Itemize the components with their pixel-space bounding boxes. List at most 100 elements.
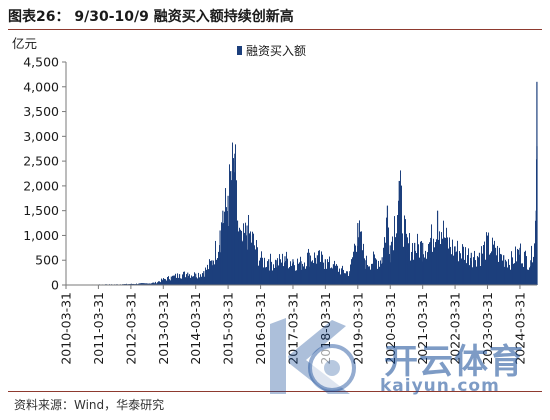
bar xyxy=(213,260,214,285)
bar xyxy=(136,283,137,285)
bar xyxy=(478,257,479,285)
bar xyxy=(278,265,279,285)
bar-point xyxy=(178,274,181,285)
bar-point xyxy=(130,283,132,285)
bar xyxy=(140,283,141,285)
legend-swatch xyxy=(237,46,242,55)
bar xyxy=(472,267,473,285)
bar xyxy=(178,277,179,285)
bar-point xyxy=(530,260,532,285)
bar xyxy=(142,283,143,285)
bar xyxy=(304,262,305,285)
bar xyxy=(529,267,530,285)
bar xyxy=(272,270,273,285)
bar xyxy=(444,237,445,285)
bar xyxy=(342,265,343,285)
bar xyxy=(335,265,336,285)
bar xyxy=(170,280,171,285)
bar xyxy=(274,267,275,285)
bar-point xyxy=(524,255,526,285)
bar xyxy=(197,278,198,285)
bar-point xyxy=(232,161,235,285)
bar xyxy=(465,247,466,285)
bar xyxy=(225,188,226,285)
bar-point xyxy=(227,195,229,285)
bar xyxy=(188,275,189,285)
bar xyxy=(267,261,268,285)
bar xyxy=(363,243,364,285)
x-tick-label: 2018-03-31 xyxy=(318,292,333,365)
bar-point xyxy=(203,271,205,285)
bar-point xyxy=(341,269,343,285)
bar xyxy=(232,142,233,285)
bar xyxy=(263,267,264,285)
bar xyxy=(250,231,251,285)
bar xyxy=(324,269,325,285)
bar-point xyxy=(486,240,489,285)
y-tick-label: 3,000 xyxy=(23,129,59,144)
bar xyxy=(378,260,379,285)
bar xyxy=(457,240,458,285)
bar xyxy=(331,267,332,285)
bar-point xyxy=(170,276,172,285)
x-tick-label: 2010-03-31 xyxy=(59,292,74,365)
bar xyxy=(245,222,246,285)
bar xyxy=(239,227,240,285)
bar xyxy=(144,283,145,285)
bar xyxy=(441,232,442,285)
bar xyxy=(515,246,516,285)
bar xyxy=(216,259,217,285)
bar xyxy=(295,270,296,285)
bar xyxy=(434,247,435,285)
bar xyxy=(303,266,304,285)
bar xyxy=(442,238,443,285)
bar xyxy=(366,255,367,285)
bar xyxy=(404,215,405,285)
bar xyxy=(428,243,429,285)
legend-label: 融资买入额 xyxy=(246,44,306,58)
bar xyxy=(512,257,513,285)
bar xyxy=(281,262,282,285)
bar xyxy=(254,245,255,285)
bar xyxy=(468,248,469,285)
bar xyxy=(440,244,441,285)
bar xyxy=(148,283,149,285)
bar xyxy=(475,260,476,285)
bar xyxy=(154,283,155,285)
bar xyxy=(517,248,518,285)
bar xyxy=(488,232,489,285)
bar xyxy=(359,220,360,285)
bar xyxy=(270,253,271,285)
bar xyxy=(507,267,508,285)
bar xyxy=(273,264,274,285)
bar-point xyxy=(414,242,416,285)
bar xyxy=(161,278,162,285)
bar xyxy=(329,256,330,285)
bar xyxy=(306,266,307,285)
bar xyxy=(180,278,181,285)
x-tick-label: 2014-03-31 xyxy=(188,292,203,365)
x-tick-label: 2015-03-31 xyxy=(221,292,236,365)
bar xyxy=(336,264,337,285)
bar xyxy=(482,253,483,285)
bar xyxy=(492,237,493,285)
bar xyxy=(431,224,432,285)
source-divider xyxy=(8,391,542,392)
bar xyxy=(379,266,380,285)
bar-point xyxy=(535,210,537,285)
x-tick-label: 2013-03-31 xyxy=(156,292,171,365)
bars xyxy=(66,81,538,285)
bar-point xyxy=(470,252,472,285)
bar xyxy=(369,266,370,285)
bar xyxy=(368,266,369,285)
bar xyxy=(535,220,536,285)
bar-point xyxy=(187,272,189,285)
bar-point xyxy=(357,223,359,285)
bar xyxy=(235,144,236,285)
bar xyxy=(491,251,492,285)
bar xyxy=(181,278,182,285)
bar xyxy=(432,251,433,285)
bar xyxy=(173,275,174,285)
bar xyxy=(418,244,419,285)
y-tick-label: 4,500 xyxy=(23,55,59,70)
